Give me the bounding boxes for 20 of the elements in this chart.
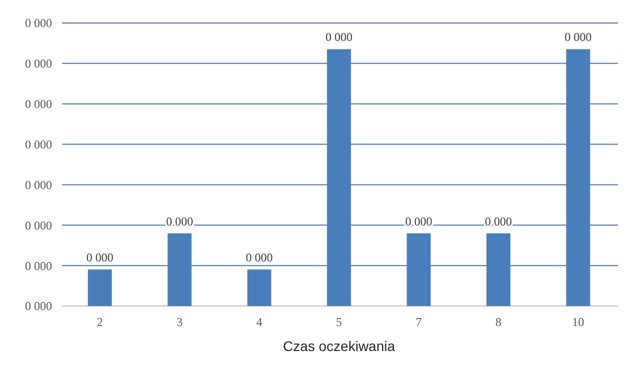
- annotation: 0 000: [564, 30, 592, 44]
- text: 0 000: [25, 299, 52, 314]
- x-tick-label: 5: [336, 315, 342, 329]
- text: 0 000: [25, 258, 52, 273]
- text: 0 000: [25, 97, 52, 112]
- text: 0 000: [25, 137, 52, 152]
- x-tick-label: 8: [495, 315, 502, 329]
- text: 0 000: [25, 178, 52, 192]
- text: 0 000: [25, 16, 52, 30]
- annotation: 0 000: [86, 250, 114, 265]
- x-tick-label: 4: [256, 315, 262, 329]
- x-tick-label: 2: [96, 315, 103, 329]
- text: 0 000: [25, 218, 52, 232]
- annotation: 0 000: [246, 250, 273, 265]
- x-tick-label: 3: [176, 315, 183, 329]
- x-tick-label: 10: [572, 315, 584, 329]
- text: 0 000: [25, 56, 52, 71]
- annotation: 0 000: [326, 30, 352, 44]
- x-tick-label: 7: [416, 315, 422, 329]
- x-axis-title: Czas oczekiwania: [282, 338, 396, 354]
